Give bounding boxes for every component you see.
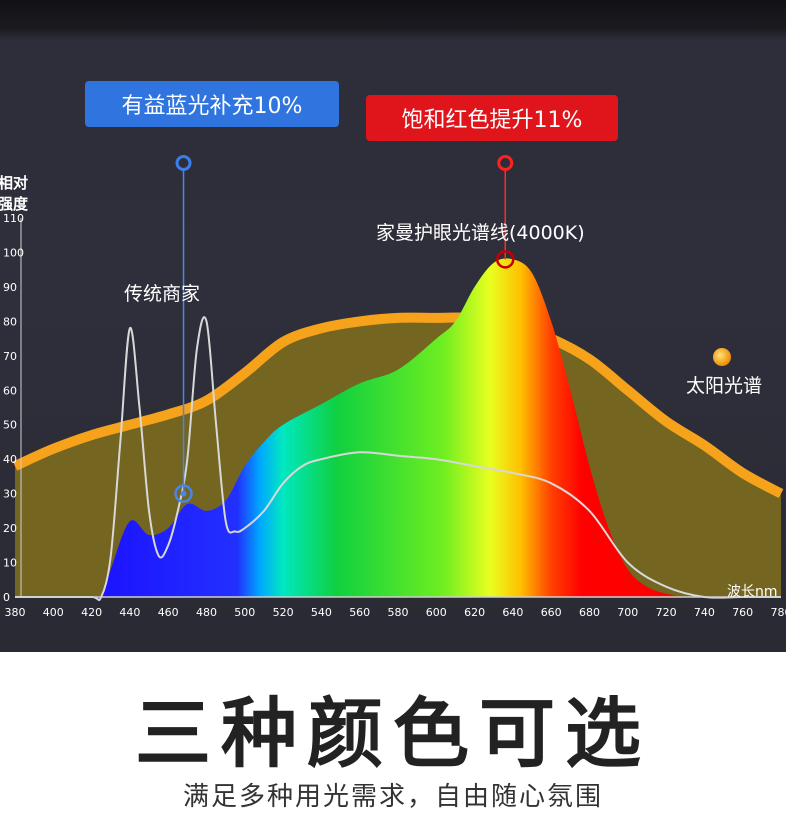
x-tick-label: 720 bbox=[656, 606, 677, 619]
x-tick-label: 540 bbox=[311, 606, 332, 619]
x-tick-label: 700 bbox=[617, 606, 638, 619]
y-tick-label: 40 bbox=[3, 453, 17, 466]
x-tick-label: 440 bbox=[119, 606, 140, 619]
y-tick-label: 90 bbox=[3, 281, 17, 294]
x-tick-label: 760 bbox=[732, 606, 753, 619]
y-tick-label: 110 bbox=[3, 212, 24, 225]
blue-light-badge: 有益蓝光补充10% bbox=[85, 81, 339, 127]
x-tick-label: 500 bbox=[234, 606, 255, 619]
eye-care-label: 家曼护眼光谱线(4000K) bbox=[376, 222, 585, 244]
y-tick-label: 10 bbox=[3, 557, 17, 570]
y-tick-label: 20 bbox=[3, 522, 17, 535]
red-boost-badge: 饱和红色提升11% bbox=[366, 95, 618, 141]
y-tick-label: 100 bbox=[3, 246, 24, 259]
x-tick-label: 420 bbox=[81, 606, 102, 619]
x-tick-label: 400 bbox=[43, 606, 64, 619]
x-tick-label: 380 bbox=[5, 606, 26, 619]
x-tick-label: 780 bbox=[771, 606, 786, 619]
traditional-label: 传统商家 bbox=[124, 283, 200, 305]
x-tick-label: 620 bbox=[464, 606, 485, 619]
sun-icon bbox=[713, 348, 731, 366]
y-tick-label: 30 bbox=[3, 488, 17, 501]
y-tick-label: 70 bbox=[3, 350, 17, 363]
x-tick-label: 640 bbox=[502, 606, 523, 619]
x-tick-label: 560 bbox=[349, 606, 370, 619]
x-axis-label: 波长nm bbox=[727, 584, 778, 600]
x-tick-label: 680 bbox=[579, 606, 600, 619]
blue-marker-dot bbox=[181, 491, 187, 497]
x-tick-label: 460 bbox=[158, 606, 179, 619]
x-tick-label: 520 bbox=[273, 606, 294, 619]
y-tick-label: 60 bbox=[3, 384, 17, 397]
y-axis-label-line1: 相对 bbox=[0, 174, 28, 192]
y-tick-label: 50 bbox=[3, 419, 17, 432]
x-tick-label: 600 bbox=[426, 606, 447, 619]
headline: 三种颜色可选 bbox=[0, 672, 786, 782]
y-tick-label: 0 bbox=[3, 591, 10, 604]
y-tick-label: 80 bbox=[3, 315, 17, 328]
red-marker-top bbox=[499, 157, 512, 170]
blue-marker-top bbox=[177, 157, 190, 170]
x-tick-label: 580 bbox=[388, 606, 409, 619]
x-tick-label: 740 bbox=[694, 606, 715, 619]
subline: 满足多种用光需求，自由随心氛围 bbox=[0, 776, 786, 813]
x-tick-label: 660 bbox=[541, 606, 562, 619]
sun-label: 太阳光谱 bbox=[686, 375, 762, 397]
x-tick-label: 480 bbox=[196, 606, 217, 619]
y-axis-label-line2: 强度 bbox=[0, 195, 29, 213]
